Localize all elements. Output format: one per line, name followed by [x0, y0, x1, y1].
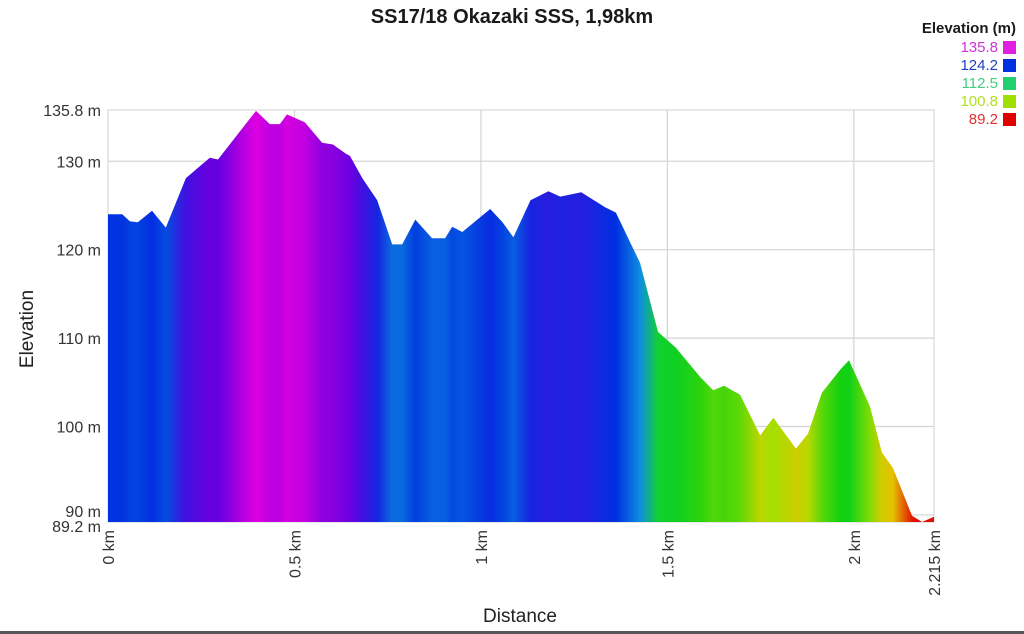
x-axis-ticks: 0 km 0.5 km 1 km 1.5 km 2 km 2.215 km: [101, 530, 944, 596]
y-tick-label: 120 m: [57, 243, 101, 260]
x-tick-label: 2.215 km: [927, 530, 944, 596]
legend-entry: 89.2: [922, 110, 1016, 128]
legend-value: 112.5: [961, 74, 998, 92]
legend-value: 89.2: [968, 110, 998, 128]
legend: Elevation (m) 135.8 124.2 112.5 100.8 89.2: [922, 20, 1016, 128]
legend-swatch: [1003, 94, 1016, 108]
x-axis-label: Distance: [483, 606, 557, 627]
legend-value: 124.2: [960, 56, 998, 74]
y-axis-label: Elevation: [17, 289, 38, 369]
legend-swatch: [1003, 112, 1016, 126]
legend-swatch: [1003, 40, 1016, 54]
window-bottom-edge: [0, 631, 1024, 634]
y-tick-label: 100 m: [57, 420, 101, 437]
legend-entry: 100.8: [922, 92, 1016, 110]
y-tick-label: 90 m: [65, 504, 101, 521]
y-axis-ticks: 135.8 m 130 m 120 m 110 m 100 m 90 m89.2 m: [43, 103, 101, 536]
elevation-area: [108, 110, 934, 523]
x-tick-label: 0 km: [101, 530, 118, 565]
legend-entry: 112.5: [922, 74, 1016, 92]
legend-swatch: [1003, 76, 1016, 90]
legend-value: 100.8: [960, 92, 998, 110]
x-tick-label: 2 km: [847, 530, 864, 565]
x-tick-label: 0.5 km: [287, 530, 304, 578]
x-tick-label: 1.5 km: [660, 530, 677, 578]
legend-entries: 135.8 124.2 112.5 100.8 89.2: [922, 38, 1016, 128]
legend-title: Elevation (m): [921, 20, 1016, 37]
x-tick-label: 1 km: [474, 530, 491, 565]
y-tick-label: 110 m: [58, 331, 101, 348]
legend-value: 135.8: [960, 38, 998, 56]
chart-title: SS17/18 Okazaki SSS, 1,98km: [370, 6, 654, 28]
y-tick-label: 135.8 m: [43, 103, 101, 120]
y-tick-label: 89.2 m: [52, 519, 101, 536]
legend-swatch: [1003, 58, 1016, 72]
y-tick-label: 130 m: [57, 154, 101, 171]
legend-entry: 124.2: [922, 56, 1016, 74]
legend-entry: 135.8: [922, 38, 1016, 56]
